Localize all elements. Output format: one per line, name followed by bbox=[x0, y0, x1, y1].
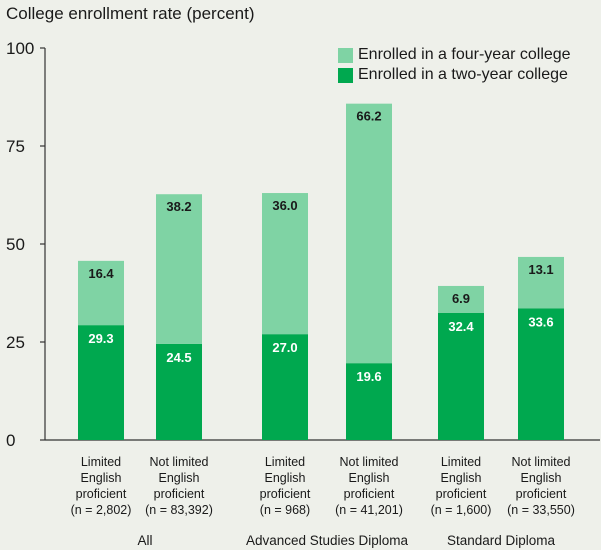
bar-four-year-0 bbox=[78, 260, 124, 326]
category-label-4-line-3: (n = 1,600) bbox=[431, 503, 492, 517]
category-label-4-line-2: proficient bbox=[436, 487, 487, 501]
data-label-four-year-0: 16.4 bbox=[88, 266, 114, 281]
category-label-0-line-3: (n = 2,802) bbox=[71, 503, 132, 517]
category-label-5-line-2: proficient bbox=[516, 487, 567, 501]
category-label-3-line-3: (n = 41,201) bbox=[335, 503, 403, 517]
y-tick-label-100: 100 bbox=[6, 39, 34, 58]
bar-four-year-2 bbox=[262, 193, 308, 335]
data-label-four-year-5: 13.1 bbox=[528, 262, 553, 277]
category-label-3-line-2: proficient bbox=[344, 487, 395, 501]
data-label-two-year-4: 32.4 bbox=[448, 319, 474, 334]
data-label-two-year-1: 24.5 bbox=[166, 350, 191, 365]
bar-four-year-5 bbox=[518, 256, 564, 309]
data-label-four-year-2: 36.0 bbox=[272, 198, 297, 213]
data-label-four-year-4: 6.9 bbox=[452, 291, 470, 306]
legend-label-four-year: Enrolled in a four-year college bbox=[358, 46, 571, 63]
bar-four-year-3 bbox=[346, 103, 392, 364]
bar-two-year-4 bbox=[438, 312, 484, 440]
bar-two-year-2 bbox=[262, 334, 308, 440]
bar-two-year-0 bbox=[78, 325, 124, 440]
data-label-two-year-5: 33.6 bbox=[528, 314, 553, 329]
data-label-two-year-0: 29.3 bbox=[88, 331, 113, 346]
category-label-2-line-0: Limited bbox=[265, 455, 305, 469]
category-label-0-line-2: proficient bbox=[76, 487, 127, 501]
y-tick-label-0: 0 bbox=[6, 431, 15, 450]
legend-item-four-year: Enrolled in a four-year college bbox=[338, 46, 571, 64]
category-label-1-line-0: Not limited bbox=[149, 455, 208, 469]
legend-swatch-two-year bbox=[338, 67, 353, 83]
legend-label-two-year: Enrolled in a two-year college bbox=[358, 66, 568, 83]
category-label-5-line-0: Not limited bbox=[511, 455, 570, 469]
data-label-four-year-3: 66.2 bbox=[356, 109, 381, 124]
category-label-2-line-1: English bbox=[265, 471, 306, 485]
bar-four-year-4 bbox=[438, 285, 484, 313]
category-label-0-line-1: English bbox=[81, 471, 122, 485]
category-label-5-line-1: English bbox=[521, 471, 562, 485]
chart-title: College enrollment rate (percent) bbox=[6, 4, 255, 23]
bar-two-year-3 bbox=[346, 363, 392, 440]
category-label-2-line-2: proficient bbox=[260, 487, 311, 501]
legend-swatch-four-year bbox=[338, 47, 353, 63]
y-tick-label-50: 50 bbox=[6, 235, 25, 254]
bar-two-year-1 bbox=[156, 343, 202, 440]
category-label-4-line-1: English bbox=[441, 471, 482, 485]
category-label-0-line-0: Limited bbox=[81, 455, 121, 469]
category-label-1-line-2: proficient bbox=[154, 487, 205, 501]
bar-four-year-1 bbox=[156, 194, 202, 344]
y-tick-label-75: 75 bbox=[6, 137, 25, 156]
group-label-2: Standard Diploma bbox=[447, 533, 556, 548]
category-label-4-line-0: Limited bbox=[441, 455, 481, 469]
legend-item-two-year: Enrolled in a two-year college bbox=[338, 66, 568, 84]
category-label-1-line-3: (n = 83,392) bbox=[145, 503, 213, 517]
category-label-3-line-1: English bbox=[349, 471, 390, 485]
category-label-5-line-3: (n = 33,550) bbox=[507, 503, 575, 517]
data-label-two-year-2: 27.0 bbox=[272, 340, 297, 355]
category-label-3-line-0: Not limited bbox=[339, 455, 398, 469]
group-label-0: All bbox=[137, 533, 152, 548]
bar-two-year-5 bbox=[518, 308, 564, 440]
y-tick-label-25: 25 bbox=[6, 333, 25, 352]
group-label-1: Advanced Studies Diploma bbox=[246, 533, 409, 548]
category-label-1-line-1: English bbox=[159, 471, 200, 485]
data-label-four-year-1: 38.2 bbox=[166, 199, 191, 214]
data-label-two-year-3: 19.6 bbox=[356, 369, 381, 384]
category-label-2-line-3: (n = 968) bbox=[260, 503, 310, 517]
